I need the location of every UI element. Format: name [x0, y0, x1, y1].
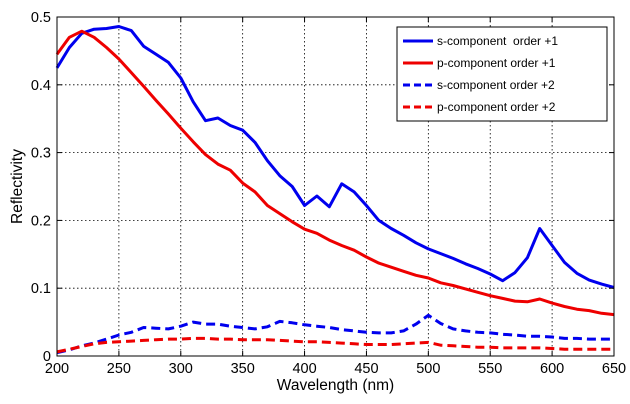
series-line-4 — [56, 336, 614, 354]
x-tick-label: 650 — [602, 361, 626, 377]
x-tick-label: 250 — [107, 361, 131, 377]
x-tick-label: 450 — [354, 361, 378, 377]
x-tick-label: 350 — [231, 361, 255, 377]
series-line-2 — [55, 29, 615, 317]
series-lines — [55, 25, 615, 355]
series-line-1 — [55, 25, 615, 289]
x-tick-label: 300 — [169, 361, 193, 377]
x-tick-label: 500 — [416, 361, 440, 377]
y-tick-label: 0.3 — [31, 146, 51, 162]
legend-label-1: s-component order +1 — [437, 34, 558, 48]
legend-label-4: p-component order +2 — [437, 100, 556, 114]
legend-label-2: p-component order +1 — [437, 56, 556, 70]
x-tick-label: 400 — [292, 361, 316, 377]
y-axis-title: Reflectivity — [9, 149, 26, 224]
series-line-3 — [56, 313, 614, 355]
plot-frame — [56, 16, 615, 357]
x-tick-label: 200 — [45, 361, 69, 377]
y-tick-label: 0 — [43, 349, 51, 365]
y-tick-label: 0.2 — [31, 213, 51, 229]
legend-box — [396, 26, 608, 122]
y-tick-label: 0.5 — [31, 10, 51, 26]
legend-label-3: s-component order +2 — [437, 78, 555, 92]
axis-ticks: 200 250 300 350 400 450 500 550 600 650 0 0.1 0.2 0.3… — [31, 10, 626, 377]
grid — [57, 17, 614, 356]
x-tick-label: 550 — [478, 361, 502, 377]
x-tick-label: 600 — [540, 361, 564, 377]
legend: s-component order +1 p-component order +1… — [396, 26, 608, 122]
x-axis-title: Wavelength (nm) — [277, 377, 394, 394]
y-tick-label: 0.4 — [31, 78, 51, 94]
y-tick-label: 0.1 — [31, 281, 51, 297]
